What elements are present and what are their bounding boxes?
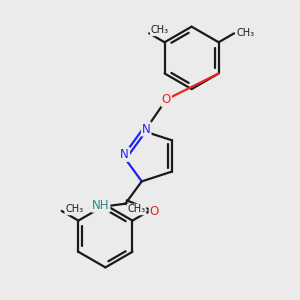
Text: CH₃: CH₃ [151, 26, 169, 35]
Text: NH: NH [92, 199, 110, 212]
Text: CH₃: CH₃ [236, 28, 255, 38]
Text: N: N [142, 122, 151, 136]
Text: CH₃: CH₃ [128, 204, 146, 214]
Text: O: O [162, 93, 171, 106]
Text: O: O [150, 205, 159, 218]
Text: CH₃: CH₃ [65, 204, 83, 214]
Text: N: N [120, 148, 129, 161]
